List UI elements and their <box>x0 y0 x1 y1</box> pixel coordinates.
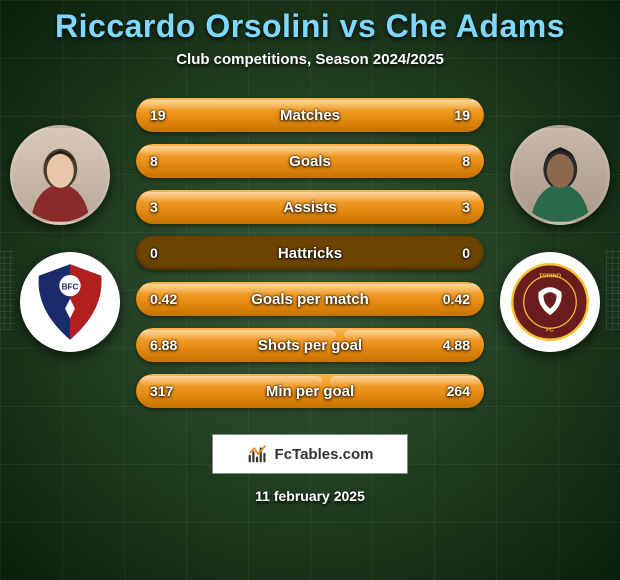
page-subtitle: Club competitions, Season 2024/2025 <box>0 51 620 68</box>
main-container: Riccardo Orsolini vs Che Adams Club comp… <box>0 0 620 580</box>
bar-fill <box>136 98 484 132</box>
svg-text:TORINO: TORINO <box>539 273 562 279</box>
stat-row: 0.420.42Goals per match <box>136 282 484 316</box>
player1-club-badge: BFC <box>20 252 120 352</box>
stat-label: Hattricks <box>136 236 484 270</box>
svg-text:BFC: BFC <box>62 283 79 292</box>
bar-fill-left <box>136 374 326 408</box>
stat-value-right: 0 <box>462 236 470 270</box>
bar-fill <box>136 282 484 316</box>
club-crest-icon: TORINO FC <box>509 261 591 343</box>
bar-fill <box>136 190 484 224</box>
club-crest-icon: BFC <box>29 261 111 343</box>
bar-fill-left <box>136 328 340 362</box>
stat-value-left: 0 <box>150 236 158 270</box>
bar-fill-right <box>326 374 484 408</box>
chart-icon <box>247 443 269 465</box>
player1-avatar <box>10 125 110 225</box>
source-logo-text: FcTables.com <box>275 446 374 463</box>
date-text: 11 february 2025 <box>0 488 620 504</box>
bar-fill <box>136 144 484 178</box>
stat-row: 33Assists <box>136 190 484 224</box>
player2-club-badge: TORINO FC <box>500 252 600 352</box>
stat-row: 1919Matches <box>136 98 484 132</box>
stats-bars: 1919Matches 88Goals 33Assists 0 0Hattricks 0.… <box>136 98 484 408</box>
stat-row: 88Goals <box>136 144 484 178</box>
stat-row: 0 0Hattricks <box>136 236 484 270</box>
person-silhouette-icon <box>518 137 603 222</box>
stat-row: 6.884.88Shots per goal <box>136 328 484 362</box>
source-logo: FcTables.com <box>212 434 408 474</box>
player2-avatar <box>510 125 610 225</box>
bar-fill-right <box>340 328 484 362</box>
svg-text:FC: FC <box>546 328 554 334</box>
page-title: Riccardo Orsolini vs Che Adams <box>0 8 620 45</box>
person-silhouette-icon <box>18 137 103 222</box>
stat-row: 317264Min per goal <box>136 374 484 408</box>
